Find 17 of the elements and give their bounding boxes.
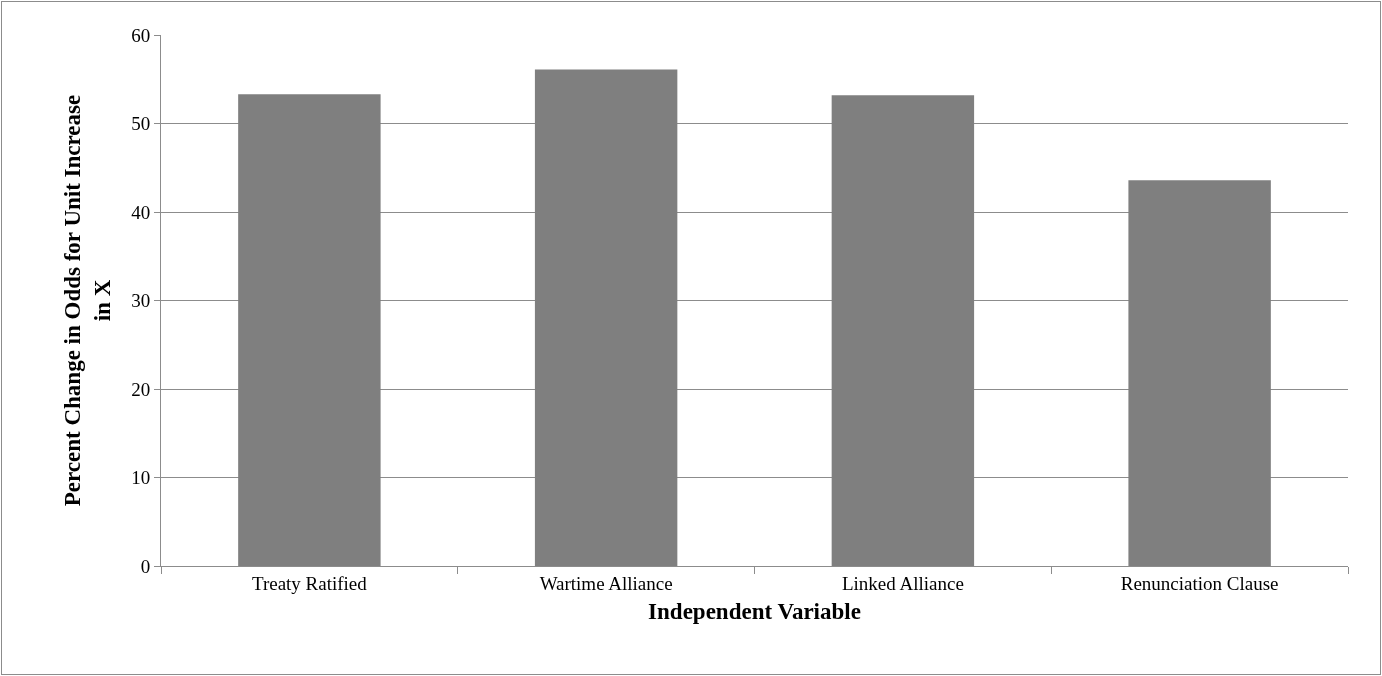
y-tick-label: 20 (131, 378, 151, 400)
y-tick-label: 30 (131, 290, 151, 312)
x-tick-label: Linked Alliance (841, 572, 964, 594)
y-tick-label: 0 (140, 555, 151, 577)
y-axis-title: Percent Change in Odds for Unit Increase in X (59, 94, 115, 507)
x-tick-label: Renunciation Clause (1120, 572, 1279, 594)
y-tick-label: 60 (131, 24, 151, 46)
y-tick-label: 50 (131, 113, 151, 135)
bar (238, 94, 381, 566)
bar (831, 95, 975, 566)
bar (534, 69, 678, 566)
y-tick-label: 10 (131, 467, 151, 489)
x-axis-title: Independent Variable (648, 599, 861, 625)
y-tick-label: 40 (131, 201, 151, 223)
x-tick-label: Wartime Alliance (539, 572, 673, 594)
x-tick-label: Treaty Ratified (251, 572, 368, 594)
bar (1128, 180, 1271, 566)
